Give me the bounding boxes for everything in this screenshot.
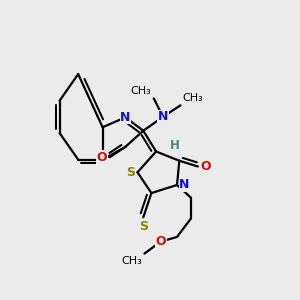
Text: CH₃: CH₃ bbox=[131, 86, 152, 96]
Text: CH₃: CH₃ bbox=[183, 93, 204, 103]
Text: O: O bbox=[200, 160, 211, 173]
Text: S: S bbox=[139, 220, 148, 232]
Text: N: N bbox=[98, 153, 108, 166]
Text: N: N bbox=[179, 178, 190, 191]
Text: N: N bbox=[158, 110, 168, 123]
Text: N: N bbox=[120, 111, 130, 124]
Text: H: H bbox=[170, 139, 180, 152]
Text: CH₃: CH₃ bbox=[122, 256, 142, 266]
Text: O: O bbox=[97, 151, 107, 164]
Text: O: O bbox=[155, 235, 166, 248]
Text: S: S bbox=[126, 166, 135, 179]
